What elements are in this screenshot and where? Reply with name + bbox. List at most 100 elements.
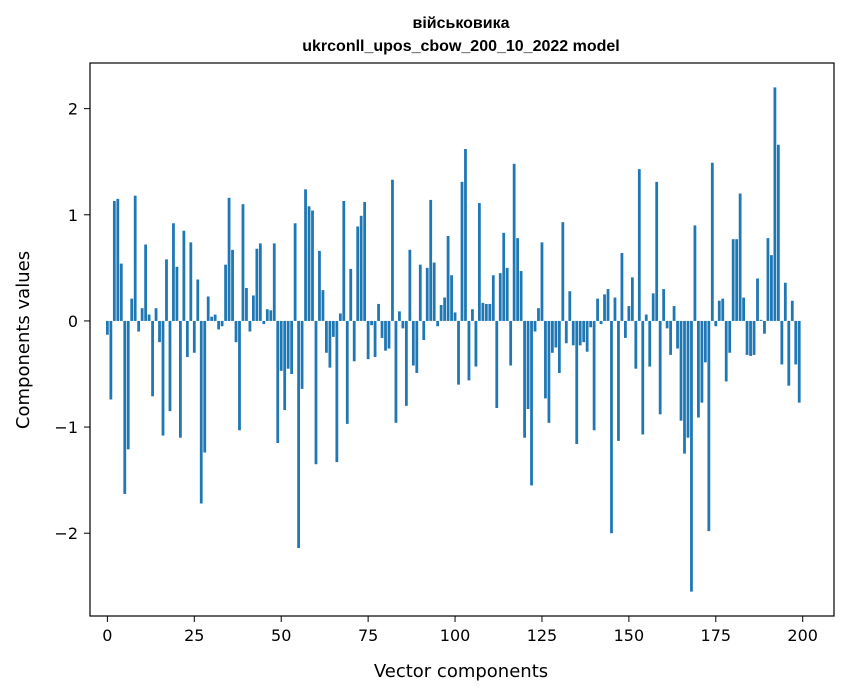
bar	[401, 320, 405, 329]
bar	[408, 249, 412, 321]
bar	[227, 197, 231, 321]
bar	[707, 320, 711, 532]
bar	[220, 320, 224, 327]
bar	[269, 310, 273, 321]
bar	[738, 193, 742, 321]
bar	[318, 250, 321, 321]
bar	[537, 308, 540, 321]
bar	[304, 189, 307, 321]
bar	[387, 320, 391, 349]
bar	[491, 275, 495, 321]
bar	[756, 278, 759, 321]
bar	[557, 320, 561, 373]
x-axis-label: Vector components	[374, 661, 548, 682]
bar	[425, 267, 429, 321]
x-tick-label: 25	[184, 626, 204, 645]
bar	[766, 238, 770, 321]
bar	[717, 300, 721, 321]
bar	[283, 320, 287, 411]
y-tick-label: 0	[68, 312, 78, 331]
y-tick-label: 1	[68, 206, 78, 225]
bar	[637, 169, 641, 321]
y-axis-label: Components values	[13, 251, 34, 429]
x-tick-label: 125	[527, 626, 558, 645]
bar	[366, 320, 370, 360]
bar	[655, 181, 659, 321]
bar	[398, 311, 401, 321]
bar	[356, 226, 360, 321]
bar	[797, 320, 801, 403]
bars	[105, 87, 801, 592]
bar	[783, 282, 787, 321]
y-axis-ticks: −2 −1 0 1 2	[54, 100, 90, 543]
bar	[749, 320, 752, 356]
bar	[474, 320, 478, 367]
bar	[192, 320, 196, 353]
bar	[331, 320, 335, 337]
bar	[258, 243, 262, 321]
bar	[495, 320, 499, 408]
bar	[575, 320, 579, 445]
bar	[105, 320, 109, 335]
bar	[391, 179, 394, 321]
bar	[290, 320, 294, 374]
bar	[349, 268, 353, 321]
bar	[238, 320, 241, 431]
bar	[471, 309, 474, 321]
bar	[773, 87, 777, 321]
bar	[589, 320, 593, 328]
bar	[418, 264, 422, 321]
x-tick-label: 150	[614, 626, 645, 645]
bar	[544, 320, 547, 399]
bar	[185, 320, 189, 358]
bar	[561, 222, 565, 321]
plot-frame	[89, 62, 835, 617]
x-tick-label: 100	[440, 626, 471, 645]
bar	[648, 320, 652, 367]
bar	[644, 314, 648, 321]
x-tick-label: 175	[701, 626, 732, 645]
bar	[578, 320, 582, 346]
bar	[394, 320, 398, 423]
bar	[564, 320, 568, 344]
bar	[617, 320, 620, 441]
bar	[234, 320, 238, 343]
bar	[373, 320, 377, 358]
bar	[248, 320, 252, 332]
bar	[255, 248, 259, 321]
bar	[533, 320, 537, 332]
bar	[415, 320, 419, 373]
bar	[352, 320, 356, 362]
bar	[780, 320, 784, 365]
bar	[439, 305, 443, 321]
bar	[328, 320, 332, 368]
bar	[530, 320, 533, 486]
bar	[119, 263, 123, 321]
bar	[429, 199, 433, 321]
bar	[116, 198, 120, 321]
bar	[276, 320, 280, 443]
bar	[446, 236, 450, 321]
bar	[505, 267, 509, 321]
bar	[571, 320, 575, 346]
bar	[189, 242, 193, 321]
bar	[436, 320, 440, 327]
bar	[502, 232, 506, 321]
bar	[460, 181, 464, 321]
bar	[697, 320, 700, 418]
bar	[620, 252, 624, 321]
bar	[700, 320, 704, 403]
bar	[477, 203, 481, 321]
bar	[345, 320, 349, 424]
bar	[634, 320, 638, 369]
bar	[585, 320, 589, 352]
bar	[665, 320, 669, 329]
bar	[731, 239, 735, 321]
bar	[363, 202, 367, 321]
bar	[790, 300, 794, 321]
bar	[763, 320, 766, 334]
bar	[714, 320, 718, 327]
bar	[606, 289, 610, 321]
bar	[453, 312, 457, 321]
